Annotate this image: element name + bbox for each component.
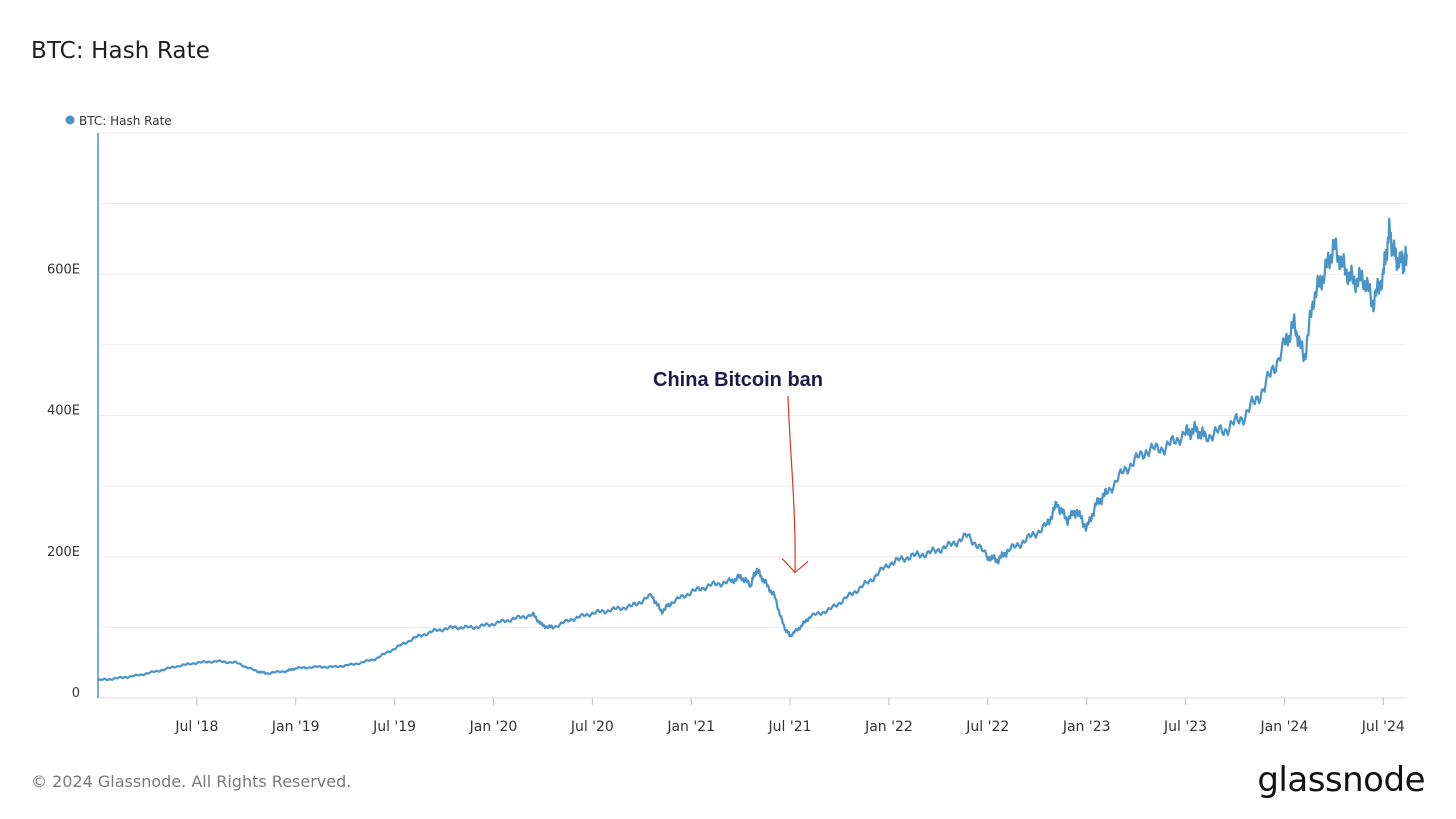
y-tick-label: 0	[72, 686, 80, 701]
x-tick-label: Jan '20	[469, 719, 518, 735]
x-tick-label: Jan '22	[864, 719, 913, 735]
x-axis: Jul '18 Jan '19 Jul '19 Jan '20 Jul '20 Jan '…	[174, 698, 1405, 735]
glassnode-logo[interactable]: glassnode	[1257, 760, 1425, 800]
x-tick-label: Jul '22	[965, 719, 1009, 735]
y-axis: 0 200E 400E 600E	[47, 133, 99, 701]
x-tick-label: Jan '21	[666, 719, 715, 735]
legend-swatch	[65, 115, 75, 125]
copyright-notice: © 2024 Glassnode. All Rights Reserved.	[31, 772, 352, 791]
x-tick-label: Jul '21	[768, 719, 812, 735]
annotation-arrow	[787, 395, 796, 573]
y-tick-label: 600E	[47, 262, 80, 277]
x-tick-label: Jul '18	[174, 719, 218, 735]
series-line-hash-rate[interactable]	[97, 217, 1409, 682]
x-tick-label: Jul '23	[1163, 719, 1207, 735]
legend-label[interactable]: BTC: Hash Rate	[79, 114, 172, 128]
x-tick-label: Jul '24	[1361, 719, 1405, 735]
y-tick-label: 400E	[47, 404, 80, 419]
annotation-group: China Bitcoin ban	[653, 369, 823, 574]
x-tick-label: Jan '24	[1260, 719, 1309, 735]
series-group	[97, 217, 1409, 682]
y-tick-label: 200E	[47, 545, 80, 560]
chart-legend[interactable]: BTC: Hash Rate	[65, 114, 172, 128]
page-title: BTC: Hash Rate	[31, 38, 210, 64]
x-tick-label: Jul '20	[570, 719, 614, 735]
x-tick-label: Jan '19	[271, 719, 320, 735]
grid-lines	[98, 132, 1407, 699]
annotation-arrowhead	[781, 557, 809, 574]
x-tick-label: Jul '19	[372, 719, 416, 735]
x-tick-label: Jan '23	[1062, 719, 1111, 735]
annotation-china-ban-label: China Bitcoin ban	[653, 369, 823, 391]
